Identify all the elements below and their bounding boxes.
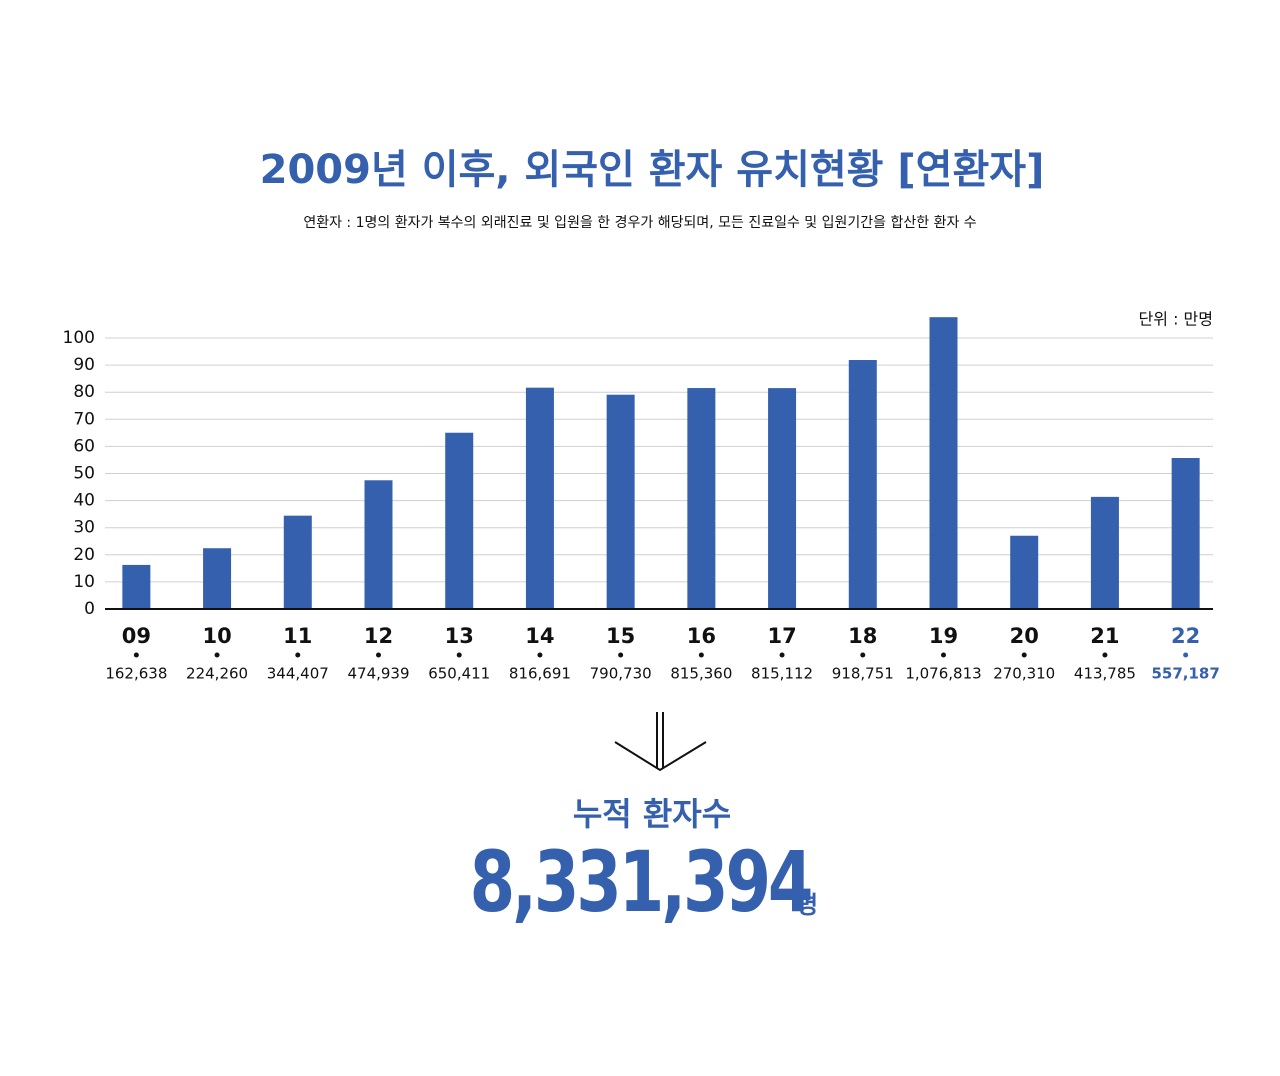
value-label: 413,785 [1074,665,1136,683]
x-tick-label: 16 [687,624,716,648]
dot [1102,652,1108,658]
bar [1171,458,1200,609]
bar [445,432,474,609]
value-label: 815,112 [751,665,813,683]
chart-title: 2009년 이후, 외국인 환자 유치현황 [연환자] [260,147,1045,193]
dot [618,652,624,658]
bar [122,564,151,609]
bar [929,317,958,609]
x-tick-label: 12 [364,624,393,648]
bar [203,548,232,609]
y-tick-label: 10 [73,572,95,592]
bar [283,515,312,609]
value-label: 162,638 [105,665,167,683]
dot [214,652,220,658]
value-label: 474,939 [347,665,409,683]
dot [779,652,785,658]
y-tick-label: 50 [73,464,95,484]
value-label: 557,187 [1151,665,1219,683]
value-label: 224,260 [186,665,248,683]
x-tick-label: 13 [445,624,474,648]
bar [525,387,554,609]
value-label: 1,076,813 [905,665,981,683]
dot [537,652,543,658]
dot [860,652,866,658]
dot [376,652,381,658]
x-tick-label: 10 [202,624,231,648]
x-tick-label: 21 [1090,624,1119,648]
dot [133,652,139,658]
bar [768,388,797,609]
x-tick-label: 22 [1171,624,1200,648]
x-tick-label: 11 [283,624,312,648]
x-tick-label: 17 [767,624,796,648]
y-tick-label: 90 [73,355,95,375]
x-tick-label: 19 [929,624,958,648]
y-tick-label: 0 [84,599,95,619]
unit-label: 단위 : 만명 [1139,310,1213,329]
value-label: 344,407 [267,665,329,683]
bar [606,394,635,609]
value-label: 650,411 [428,665,490,683]
y-tick-label: 30 [73,518,95,538]
y-tick-label: 60 [73,436,95,456]
value-label: 790,730 [590,665,652,683]
total-value: 8,331,394 [470,833,811,931]
down-arrow [614,712,707,772]
x-tick-label: 15 [606,624,635,648]
bar [848,360,877,609]
bar [1090,496,1119,609]
y-tick-label: 70 [73,409,95,429]
x-tick-label: 18 [848,624,877,648]
dot [1183,652,1189,658]
total-label: 누적 환자수 [573,795,731,833]
dot [698,652,704,658]
dot [1021,652,1027,658]
x-tick-label: 09 [122,624,151,648]
y-tick-label: 20 [73,545,95,565]
value-label: 270,310 [993,665,1055,683]
value-label: 918,751 [832,665,894,683]
chart-subtitle: 연환자 : 1명의 환자가 복수의 외래진료 및 입원을 한 경우가 해당되며,… [303,215,976,231]
total-unit: 명 [796,891,818,919]
y-tick-label: 80 [73,382,95,402]
dot [295,652,301,658]
dot [456,652,462,658]
bar [1010,535,1039,609]
bar [687,388,716,609]
y-tick-label: 40 [73,491,95,511]
value-label: 815,360 [670,665,732,683]
dot [941,652,946,658]
x-tick-label: 20 [1010,624,1039,648]
x-tick-label: 14 [525,624,554,648]
value-label: 816,691 [509,665,571,683]
bar [364,480,393,609]
y-tick-label: 100 [63,328,95,348]
